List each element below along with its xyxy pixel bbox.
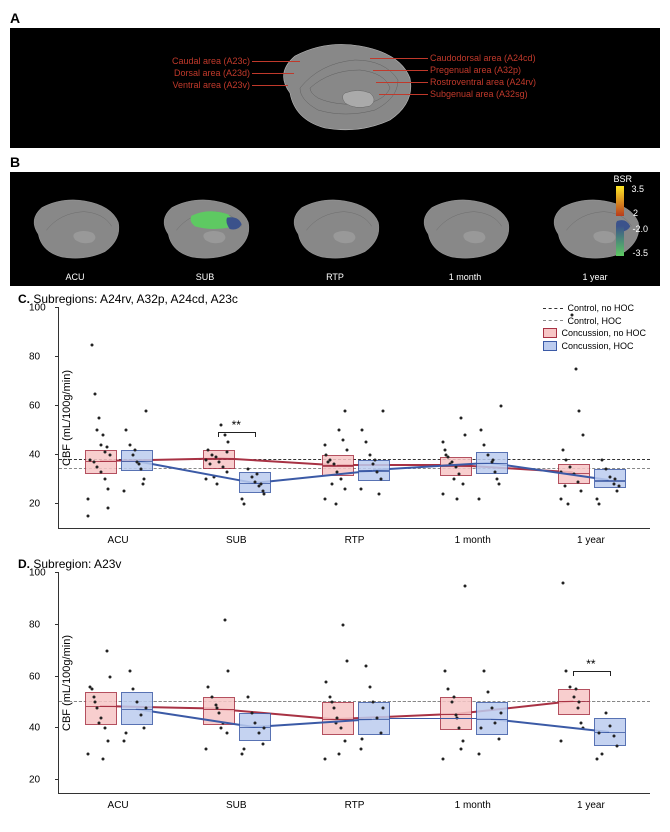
region-left-1: Dorsal area (A23d) [110,68,250,78]
chartC-annot: ** [232,418,241,432]
panel-a-brain: Caudal area (A23c) Dorsal area (A23d) Vent… [10,28,660,148]
bsr-neg-top: -2.0 [632,224,648,234]
chart-d-ylabel: CBF (mL/100g/min) [61,635,73,731]
legend-conc-hoc: Concussion, HOC [543,340,646,353]
chartC-box [203,450,235,469]
chartD-box [558,689,590,714]
brain-1 year: 1 year [545,192,645,282]
panel-b-label: B [10,154,660,170]
chartC-box [594,469,626,488]
chart-c-ylabel: CBF (mL/100g/min) [61,370,73,466]
brain-label-3: 1 month [449,272,482,282]
chart-d: CBF (mL/100g/min) 20406080100ACUSUBRTP1 … [58,573,650,794]
legend-conc-nohoc: Concussion, no HOC [543,327,646,340]
region-right-1: Pregenual area (A32p) [430,65,521,75]
brain-label-0: ACU [65,272,84,282]
brain-1 month: 1 month [415,192,515,282]
bsr-pos-bot: 2 [633,208,638,218]
chartD-annot: ** [586,657,595,671]
brain-RTP: RTP [285,192,385,282]
legend: Control, no HOC Control, HOC Concussion,… [543,302,646,352]
bsr-title: BSR [613,174,632,184]
colorbar-neg [616,226,624,256]
brain-label-2: RTP [326,272,344,282]
panel-b-brain: ACU SUB RTP 1 month 1 year BSR 3.5 2 -2.0 -3.… [10,172,660,286]
bsr-pos-top: 3.5 [631,184,644,194]
region-left-2: Ventral area (A23v) [110,80,250,90]
region-right-2: Rostroventral area (A24rv) [430,77,536,87]
region-right-3: Subgenual area (A32sg) [430,89,528,99]
region-right-0: Caudodorsal area (A24cd) [430,53,536,63]
legend-ctrl-hoc: Control, HOC [543,315,646,328]
chartD-box [85,692,117,725]
region-left-0: Caudal area (A23c) [110,56,250,66]
chartD-box [239,713,271,741]
legend-ctrl-nohoc: Control, no HOC [543,302,646,315]
brain-SUB: SUB [155,192,255,282]
colorbar-pos [616,186,624,216]
brain-label-1: SUB [196,272,215,282]
brain-svg [270,38,420,138]
chart-c: CBF (mL/100g/min) Control, no HOC Contro… [58,308,650,529]
panel-a-label: A [10,10,660,26]
brain-ACU: ACU [25,192,125,282]
brain-label-4: 1 year [582,272,607,282]
chartD-box [358,702,390,735]
chartD-box [121,692,153,725]
bsr-neg-bot: -3.5 [632,248,648,258]
chart-d-title: D. Subregion: A23v [18,557,660,571]
